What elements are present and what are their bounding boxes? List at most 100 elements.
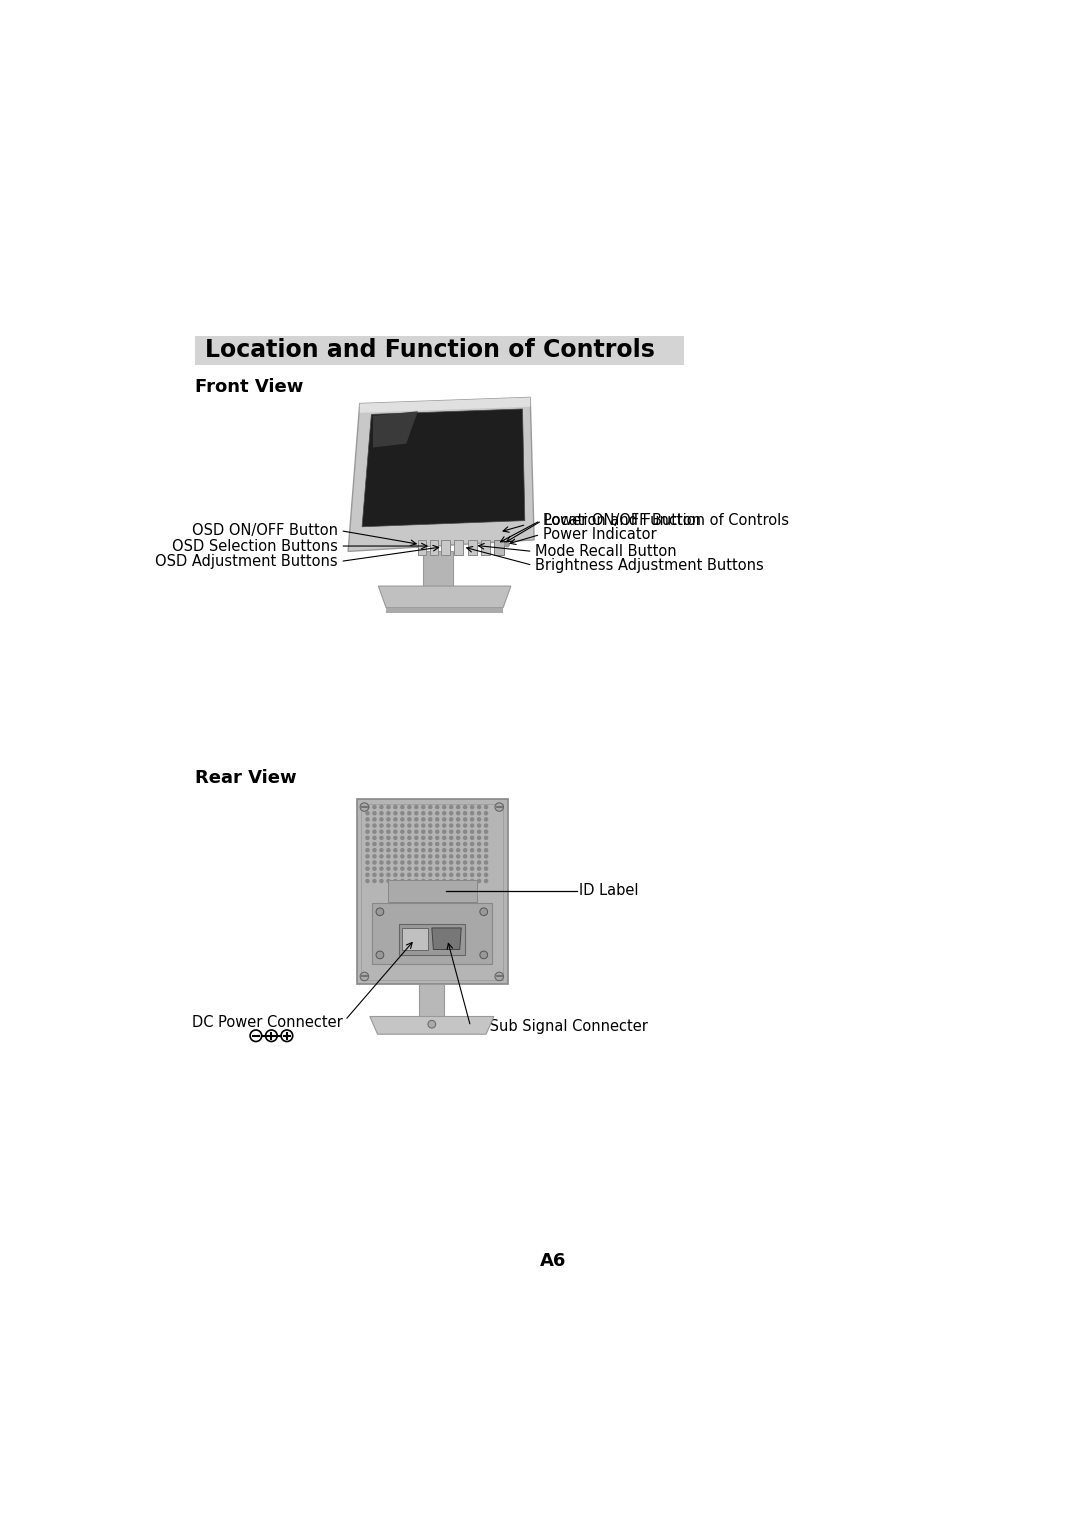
- Bar: [455, 539, 463, 555]
- Circle shape: [408, 874, 410, 877]
- Circle shape: [366, 854, 369, 857]
- Circle shape: [457, 854, 460, 857]
- Polygon shape: [362, 410, 525, 527]
- Circle shape: [449, 805, 453, 808]
- Circle shape: [401, 836, 404, 839]
- Circle shape: [463, 866, 467, 871]
- Circle shape: [429, 817, 432, 821]
- Circle shape: [463, 805, 467, 808]
- Circle shape: [463, 860, 467, 863]
- Circle shape: [387, 848, 390, 851]
- Circle shape: [394, 842, 397, 845]
- Circle shape: [380, 866, 383, 871]
- Bar: [423, 552, 453, 587]
- Circle shape: [408, 854, 410, 857]
- Circle shape: [408, 880, 410, 883]
- Circle shape: [422, 830, 424, 833]
- Circle shape: [449, 824, 453, 827]
- Circle shape: [373, 836, 376, 839]
- Circle shape: [422, 866, 424, 871]
- Circle shape: [471, 848, 474, 851]
- Circle shape: [457, 805, 460, 808]
- Circle shape: [387, 824, 390, 827]
- Circle shape: [429, 866, 432, 871]
- Circle shape: [380, 854, 383, 857]
- Circle shape: [422, 860, 424, 863]
- Bar: [388, 880, 476, 902]
- Circle shape: [394, 817, 397, 821]
- Polygon shape: [369, 1016, 494, 1034]
- Circle shape: [415, 805, 418, 808]
- Bar: [362, 804, 503, 979]
- Circle shape: [387, 880, 390, 883]
- Circle shape: [394, 866, 397, 871]
- Circle shape: [471, 805, 474, 808]
- Text: Rear View: Rear View: [195, 769, 297, 787]
- Circle shape: [457, 811, 460, 814]
- Circle shape: [495, 972, 503, 981]
- Circle shape: [449, 860, 453, 863]
- Circle shape: [401, 854, 404, 857]
- Circle shape: [443, 866, 446, 871]
- Polygon shape: [360, 397, 530, 413]
- Circle shape: [366, 880, 369, 883]
- Circle shape: [387, 860, 390, 863]
- Circle shape: [477, 874, 481, 877]
- Circle shape: [435, 817, 438, 821]
- Circle shape: [373, 848, 376, 851]
- Circle shape: [373, 805, 376, 808]
- Circle shape: [380, 824, 383, 827]
- Circle shape: [376, 908, 383, 915]
- Circle shape: [380, 805, 383, 808]
- Bar: [403, 927, 428, 949]
- Circle shape: [387, 805, 390, 808]
- Circle shape: [422, 848, 424, 851]
- Circle shape: [443, 824, 446, 827]
- Circle shape: [457, 860, 460, 863]
- Circle shape: [394, 805, 397, 808]
- Circle shape: [443, 836, 446, 839]
- Text: A6: A6: [540, 1253, 567, 1270]
- Circle shape: [457, 874, 460, 877]
- Text: Brightness Adjustment Buttons: Brightness Adjustment Buttons: [535, 558, 764, 573]
- Circle shape: [471, 860, 474, 863]
- Polygon shape: [432, 927, 461, 949]
- Circle shape: [401, 848, 404, 851]
- Circle shape: [443, 860, 446, 863]
- Circle shape: [443, 854, 446, 857]
- Circle shape: [457, 866, 460, 871]
- Circle shape: [449, 836, 453, 839]
- Bar: [482, 539, 490, 555]
- Circle shape: [471, 854, 474, 857]
- Circle shape: [435, 836, 438, 839]
- Circle shape: [380, 880, 383, 883]
- Polygon shape: [348, 397, 535, 552]
- Circle shape: [477, 817, 481, 821]
- Polygon shape: [378, 587, 511, 608]
- Circle shape: [443, 880, 446, 883]
- Circle shape: [394, 824, 397, 827]
- Circle shape: [394, 860, 397, 863]
- Bar: [469, 539, 476, 555]
- Circle shape: [435, 811, 438, 814]
- Circle shape: [394, 848, 397, 851]
- Circle shape: [477, 805, 481, 808]
- Circle shape: [429, 854, 432, 857]
- Circle shape: [408, 842, 410, 845]
- Circle shape: [485, 824, 488, 827]
- Circle shape: [477, 811, 481, 814]
- Circle shape: [471, 824, 474, 827]
- Circle shape: [485, 830, 488, 833]
- Circle shape: [366, 817, 369, 821]
- Circle shape: [408, 824, 410, 827]
- Bar: [400, 924, 465, 955]
- Circle shape: [401, 860, 404, 863]
- Circle shape: [443, 848, 446, 851]
- Circle shape: [366, 830, 369, 833]
- Circle shape: [387, 874, 390, 877]
- Text: Front View: Front View: [195, 377, 303, 396]
- Circle shape: [504, 542, 510, 547]
- Circle shape: [429, 842, 432, 845]
- Circle shape: [401, 842, 404, 845]
- Circle shape: [457, 836, 460, 839]
